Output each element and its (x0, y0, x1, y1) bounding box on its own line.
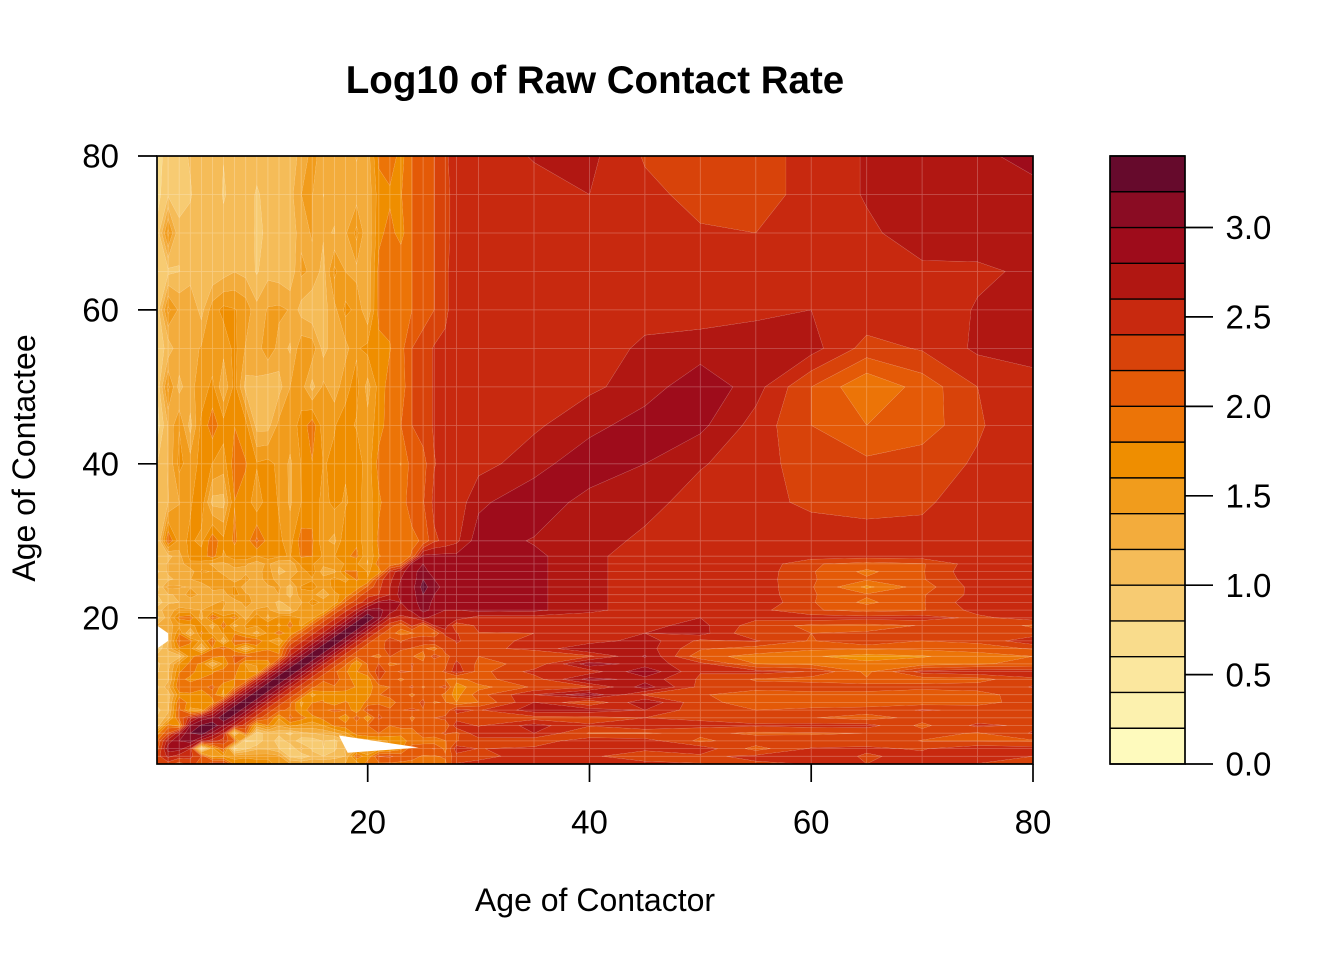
svg-text:2.5: 2.5 (1226, 299, 1272, 336)
svg-text:60: 60 (82, 292, 119, 329)
svg-text:2.0: 2.0 (1226, 388, 1272, 425)
svg-text:Log10 of Raw Contact Rate: Log10 of Raw Contact Rate (346, 59, 844, 102)
svg-text:20: 20 (82, 600, 119, 637)
svg-text:20: 20 (349, 804, 386, 841)
svg-text:1.0: 1.0 (1226, 567, 1272, 604)
svg-text:60: 60 (793, 804, 830, 841)
svg-text:80: 80 (82, 138, 119, 175)
svg-text:0.5: 0.5 (1226, 656, 1272, 693)
svg-text:3.0: 3.0 (1226, 209, 1272, 246)
svg-text:40: 40 (571, 804, 608, 841)
svg-text:Age of Contactee: Age of Contactee (6, 334, 42, 581)
svg-text:40: 40 (82, 446, 119, 483)
svg-text:0.0: 0.0 (1226, 746, 1272, 783)
svg-text:80: 80 (1015, 804, 1052, 841)
svg-text:Age of Contactor: Age of Contactor (475, 882, 715, 918)
svg-text:1.5: 1.5 (1226, 478, 1272, 515)
